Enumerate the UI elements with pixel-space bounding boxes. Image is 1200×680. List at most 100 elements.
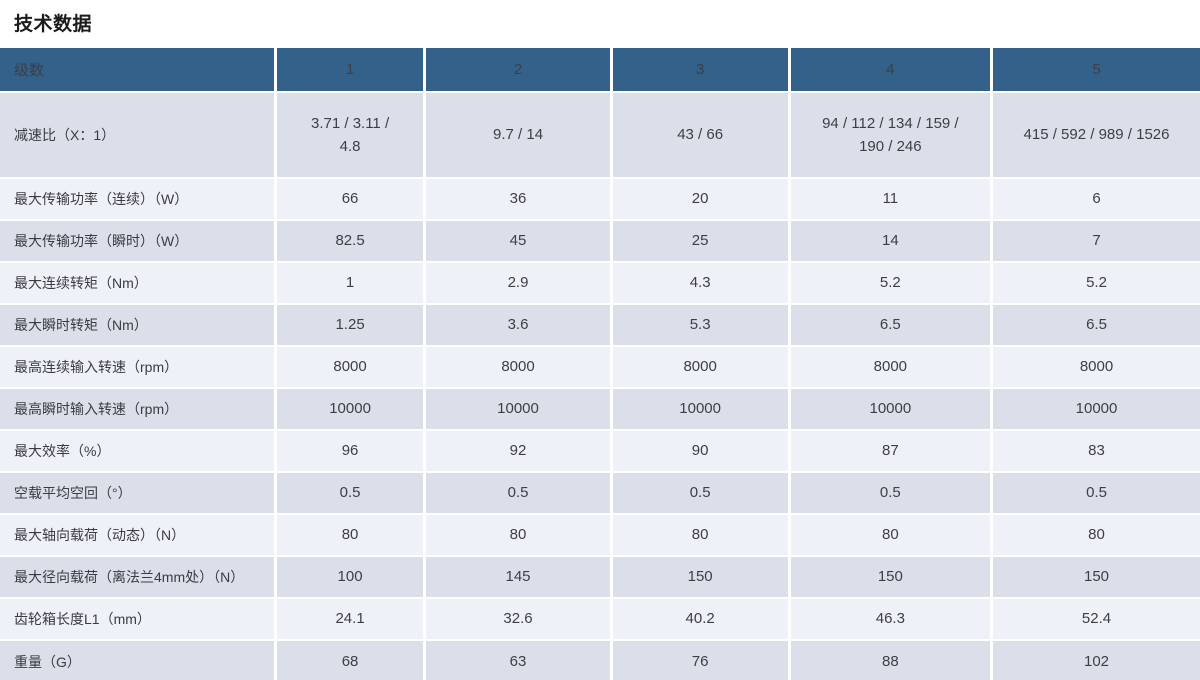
cell-value: 4.3 [609, 261, 791, 305]
table-row: 最高瞬时输入转速（rpm） 10000 10000 10000 10000 10000 [0, 387, 1200, 431]
table-row: 最大效率（%） 96 92 90 87 83 [0, 429, 1200, 473]
table-row: 最大连续转矩（Nm） 1 2.9 4.3 5.2 5.2 [0, 261, 1200, 305]
row-label: 最大传输功率（连续）（W） [0, 177, 277, 221]
cell-value: 14 [787, 219, 994, 263]
row-label: 齿轮箱长度L1（mm） [0, 597, 277, 641]
cell-value: 80 [787, 513, 994, 557]
cell-value: 5.3 [609, 303, 791, 347]
table-row: 最高连续输入转速（rpm） 8000 8000 8000 8000 8000 [0, 345, 1200, 389]
cell-value: 10000 [273, 387, 427, 431]
cell-value: 24.1 [273, 597, 427, 641]
row-label: 减速比（X：1） [0, 91, 277, 179]
cell-value: 45 [423, 219, 613, 263]
row-label: 最大效率（%） [0, 429, 277, 473]
table-row: 空载平均空回（°） 0.5 0.5 0.5 0.5 0.5 [0, 471, 1200, 515]
cell-value: 0.5 [273, 471, 427, 515]
cell-value: 8000 [787, 345, 994, 389]
cell-value: 32.6 [423, 597, 613, 641]
cell-value: 150 [990, 555, 1200, 599]
row-label: 重量（G） [0, 639, 277, 680]
cell-value: 20 [609, 177, 791, 221]
table-row: 齿轮箱长度L1（mm） 24.1 32.6 40.2 46.3 52.4 [0, 597, 1200, 641]
cell-value: 0.5 [423, 471, 613, 515]
cell-value: 0.5 [787, 471, 994, 515]
cell-value: 52.4 [990, 597, 1200, 641]
cell-value: 150 [609, 555, 791, 599]
cell-value: 43 / 66 [609, 91, 791, 179]
cell-value: 8000 [990, 345, 1200, 389]
cell-value: 94 / 112 / 134 / 159 / 190 / 246 [787, 91, 994, 179]
cell-value: 2.9 [423, 261, 613, 305]
cell-value: 80 [609, 513, 791, 557]
cell-value: 88 [787, 639, 994, 680]
cell-value: 8000 [609, 345, 791, 389]
cell-value: 76 [609, 639, 791, 680]
cell-value: 40.2 [609, 597, 791, 641]
row-label: 最大传输功率（瞬时）（W） [0, 219, 277, 263]
row-label: 最高瞬时输入转速（rpm） [0, 387, 277, 431]
page-title: 技术数据 [14, 14, 93, 35]
table-row: 最大传输功率（瞬时）（W） 82.5 45 25 14 7 [0, 219, 1200, 263]
cell-value: 36 [423, 177, 613, 221]
cell-value: 96 [273, 429, 427, 473]
cell-value: 46.3 [787, 597, 994, 641]
cell-value: 80 [273, 513, 427, 557]
cell-value: 415 / 592 / 989 / 1526 [990, 91, 1200, 179]
column-header: 5 [990, 47, 1200, 93]
cell-value: 1 [273, 261, 427, 305]
cell-value: 80 [423, 513, 613, 557]
column-header: 1 [273, 47, 427, 93]
cell-value: 0.5 [609, 471, 791, 515]
cell-value: 5.2 [990, 261, 1200, 305]
row-label: 最大连续转矩（Nm） [0, 261, 277, 305]
row-label: 最高连续输入转速（rpm） [0, 345, 277, 389]
table-row: 最大传输功率（连续）（W） 66 36 20 11 6 [0, 177, 1200, 221]
column-header: 4 [787, 47, 994, 93]
table-row: 最大瞬时转矩（Nm） 1.25 3.6 5.3 6.5 6.5 [0, 303, 1200, 347]
row-label: 空载平均空回（°） [0, 471, 277, 515]
cell-value: 102 [990, 639, 1200, 680]
cell-value: 66 [273, 177, 427, 221]
cell-value: 25 [609, 219, 791, 263]
cell-value: 10000 [423, 387, 613, 431]
cell-value: 3.71 / 3.11 / 4.8 [273, 91, 427, 179]
table-row: 重量（G） 68 63 76 88 102 [0, 639, 1200, 680]
cell-value: 5.2 [787, 261, 994, 305]
cell-value: 145 [423, 555, 613, 599]
cell-value: 92 [423, 429, 613, 473]
cell-value: 150 [787, 555, 994, 599]
cell-value: 87 [787, 429, 994, 473]
row-label: 最大瞬时转矩（Nm） [0, 303, 277, 347]
table-body: 减速比（X：1） 3.71 / 3.11 / 4.8 9.7 / 14 43 / 6… [0, 91, 1200, 680]
cell-value: 83 [990, 429, 1200, 473]
column-header: 2 [423, 47, 613, 93]
cell-value: 90 [609, 429, 791, 473]
column-header: 3 [609, 47, 791, 93]
cell-value: 8000 [273, 345, 427, 389]
cell-value: 80 [990, 513, 1200, 557]
cell-value: 10000 [609, 387, 791, 431]
row-label: 最大轴向载荷（动态）（N） [0, 513, 277, 557]
cell-value: 6.5 [990, 303, 1200, 347]
row-label: 最大径向载荷（离法兰4mm处）（N） [0, 555, 277, 599]
cell-value: 63 [423, 639, 613, 680]
cell-value: 8000 [423, 345, 613, 389]
cell-value: 68 [273, 639, 427, 680]
cell-value: 10000 [990, 387, 1200, 431]
cell-value: 9.7 / 14 [423, 91, 613, 179]
cell-value: 100 [273, 555, 427, 599]
table-row: 最大轴向载荷（动态）（N） 80 80 80 80 80 [0, 513, 1200, 557]
cell-value: 6.5 [787, 303, 994, 347]
cell-value: 82.5 [273, 219, 427, 263]
cell-value: 7 [990, 219, 1200, 263]
table-row: 最大径向载荷（离法兰4mm处）（N） 100 145 150 150 150 [0, 555, 1200, 599]
cell-value: 1.25 [273, 303, 427, 347]
cell-value: 11 [787, 177, 994, 221]
header-label: 级数 [0, 47, 277, 93]
cell-value: 6 [990, 177, 1200, 221]
table-row: 减速比（X：1） 3.71 / 3.11 / 4.8 9.7 / 14 43 / 6… [0, 91, 1200, 179]
